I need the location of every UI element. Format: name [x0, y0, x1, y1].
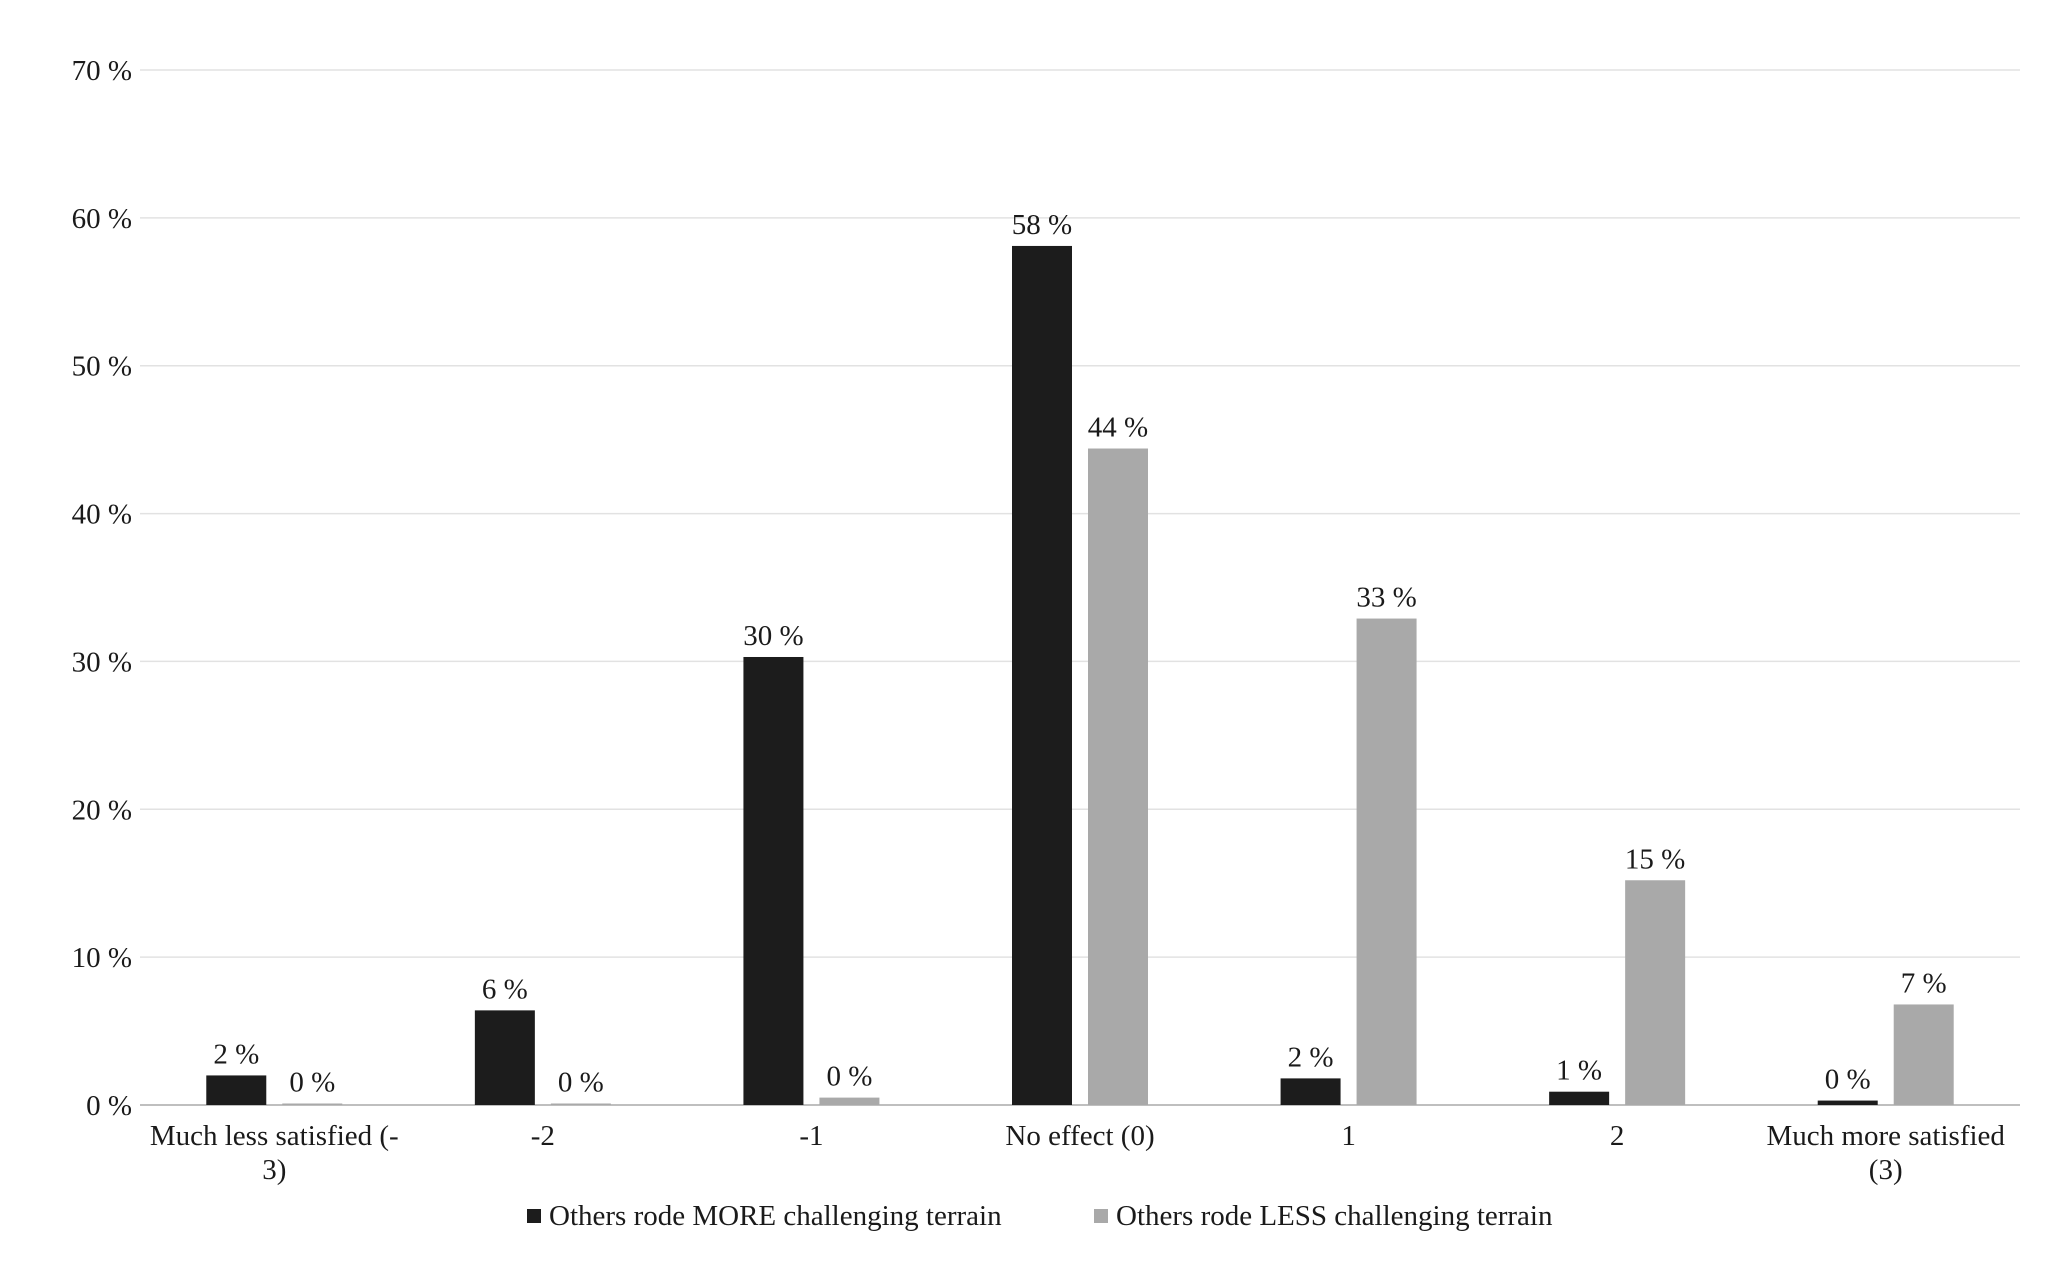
bar-more-challenging — [206, 1075, 267, 1105]
category-label: -1 — [799, 1120, 823, 1152]
bar-more-challenging — [1549, 1091, 1610, 1105]
data-label: 33 % — [1356, 582, 1416, 614]
y-tick-label: 60 % — [72, 203, 132, 235]
data-label: 2 % — [213, 1038, 259, 1070]
category-label: Much less satisfied (-3) — [150, 1120, 399, 1186]
bar-more-challenging — [1012, 245, 1072, 1105]
category-label: No effect (0) — [1005, 1120, 1154, 1152]
category-label: 1 — [1341, 1120, 1356, 1152]
data-label: 2 % — [1288, 1041, 1334, 1073]
bars — [206, 245, 1954, 1105]
legend-swatch — [527, 1209, 541, 1223]
legend: Others rode MORE challenging terrain Othe… — [527, 1200, 1553, 1232]
data-label: 44 % — [1088, 412, 1148, 444]
data-label: 6 % — [482, 973, 528, 1005]
data-label: 15 % — [1625, 843, 1685, 875]
bar-less-challenging — [282, 1103, 343, 1105]
bar-more-challenging — [743, 656, 804, 1105]
data-label: 58 % — [1012, 209, 1072, 241]
data-label: 0 % — [289, 1067, 335, 1099]
bar-less-challenging — [819, 1097, 880, 1105]
data-labels: 2 % 0 % 6 % 0 % 30 % 0 % 58 % 44 % 2 % 33 % 1 % 15 … — [213, 209, 1946, 1099]
category-label: Much more satisfied (3) — [1767, 1120, 2006, 1186]
data-label: 0 % — [558, 1067, 604, 1099]
category-label: 2 — [1610, 1120, 1625, 1152]
legend-label: Others rode LESS challenging terrain — [1116, 1200, 1553, 1232]
data-label: 7 % — [1901, 967, 1947, 999]
bar-less-challenging — [1356, 618, 1417, 1105]
bar-less-challenging — [1088, 448, 1148, 1105]
y-tick-label: 30 % — [72, 646, 132, 678]
bar-less-challenging — [1625, 880, 1686, 1105]
bar-more-challenging — [1280, 1078, 1341, 1105]
bar-more-challenging — [1817, 1100, 1878, 1105]
category-labels: Much less satisfied (-3) -2 -1 No effect (0… — [150, 1120, 2006, 1186]
data-label: 0 % — [826, 1061, 872, 1093]
y-axis-tick-labels: 0 % 10 % 20 % 30 % 40 % 50 % 60 % 70 % — [72, 55, 132, 1122]
bar-less-challenging — [1893, 1004, 1954, 1105]
gridlines — [140, 69, 2020, 1106]
y-tick-label: 50 % — [72, 351, 132, 383]
y-tick-label: 20 % — [72, 794, 132, 826]
category-label: -2 — [531, 1120, 555, 1152]
legend-swatch — [1094, 1209, 1108, 1223]
legend-label: Others rode MORE challenging terrain — [549, 1200, 1002, 1232]
y-tick-label: 10 % — [72, 942, 132, 974]
y-tick-label: 40 % — [72, 499, 132, 531]
bar-less-challenging — [550, 1103, 611, 1105]
bar-more-challenging — [474, 1010, 535, 1105]
data-label: 30 % — [743, 620, 803, 652]
y-tick-label: 70 % — [72, 55, 132, 87]
y-tick-label: 0 % — [86, 1090, 132, 1122]
data-label: 0 % — [1825, 1064, 1871, 1096]
data-label: 1 % — [1556, 1055, 1602, 1087]
